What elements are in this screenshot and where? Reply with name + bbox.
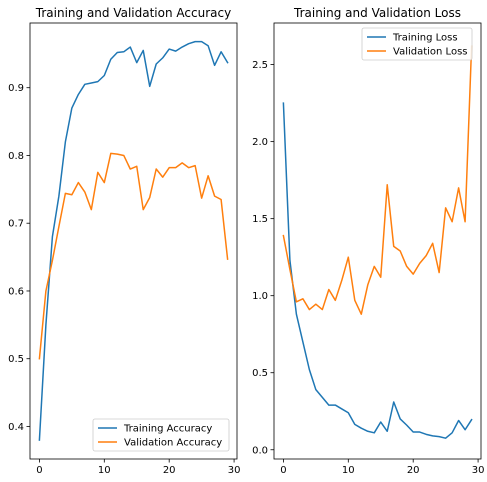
chart-title: Training and Validation Accuracy: [35, 6, 231, 20]
y-tick-label: 2.0: [252, 137, 268, 148]
legend-label: Validation Loss: [393, 47, 468, 58]
legend-box: [361, 27, 473, 61]
y-tick-label: 0.5: [252, 368, 268, 379]
x-tick-label: 10: [98, 465, 111, 476]
y-tick-label: 1.5: [252, 214, 268, 225]
y-tick-label: 1.0: [252, 291, 268, 302]
chart-title: Training and Validation Loss: [293, 6, 461, 20]
series-line-validation-loss: [282, 45, 473, 315]
legend: Training Accuracy Validation Accuracy: [92, 418, 230, 452]
series-line-training-accuracy: [38, 40, 229, 441]
series-line-training-loss: [282, 102, 473, 439]
y-tick-label: 0.9: [8, 83, 24, 94]
y-tick-label: 0.0: [252, 445, 268, 456]
x-tick-label: 0: [280, 465, 286, 476]
x-tick-label: 30: [472, 465, 485, 476]
x-tick-label: 20: [163, 465, 176, 476]
plot-frame: [273, 22, 482, 460]
y-tick-label: 0.7: [8, 219, 24, 230]
legend-label: Validation Accuracy: [124, 438, 222, 449]
legend-label: Training Accuracy: [123, 424, 212, 435]
y-tick-label: 2.5: [252, 60, 268, 71]
legend: Training Loss Validation Loss: [361, 27, 473, 61]
y-tick-label: 0.5: [8, 354, 24, 365]
y-tick-label: 0.8: [8, 151, 24, 162]
x-tick-label: 10: [342, 465, 355, 476]
accuracy-chart: Training and Validation Accuracy 0 10 20 30 0…: [8, 6, 240, 476]
loss-chart: Training and Validation Loss 0 10 20 30 0.0 0.…: [252, 6, 484, 476]
x-tick-label: 0: [36, 465, 42, 476]
y-tick-label: 0.4: [8, 422, 24, 433]
x-tick-label: 30: [228, 465, 241, 476]
y-tick-label: 0.6: [8, 286, 24, 297]
series-line-validation-accuracy: [38, 152, 229, 360]
legend-label: Training Loss: [392, 33, 458, 44]
legend-box: [92, 418, 230, 452]
x-tick-label: 20: [407, 465, 420, 476]
plot-frame: [29, 22, 238, 460]
